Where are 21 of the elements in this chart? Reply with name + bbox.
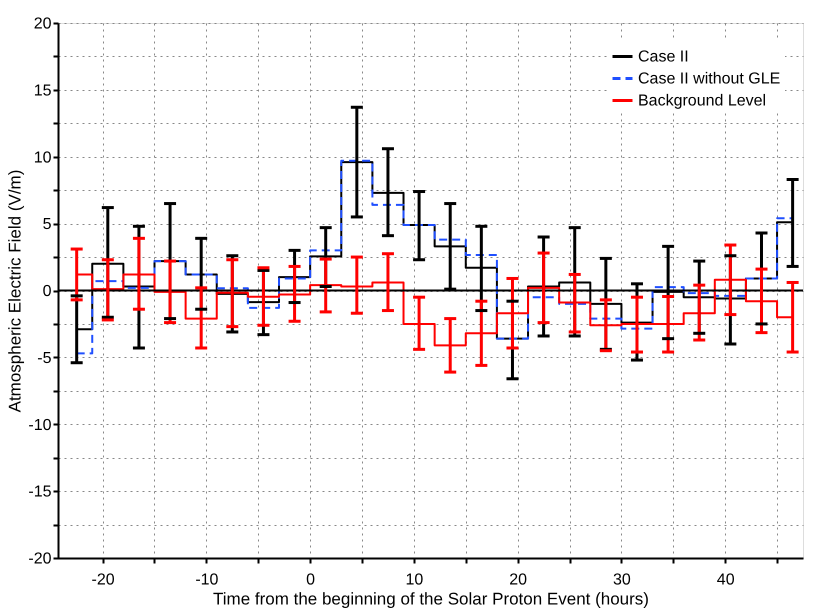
y-tick-label: -5	[37, 350, 52, 367]
legend-label: Background Level	[638, 92, 766, 110]
legend-label: Case II without GLE	[638, 70, 780, 88]
y-tick-label: 20	[34, 16, 52, 32]
x-tick-label: -20	[92, 572, 115, 588]
y-tick-label: 10	[34, 149, 52, 166]
y-tick-label: 5	[42, 216, 52, 234]
x-tick-label: 30	[613, 572, 631, 588]
y-tick-label: -20	[28, 550, 52, 568]
x-axis-title: Time from the beginning of the Solar Proton Event (hours)	[213, 590, 649, 608]
y-axis-title: Atmospheric Electric Field (V/m)	[5, 170, 24, 412]
legend-label: Case II	[638, 48, 689, 66]
x-tick-label: 10	[406, 572, 424, 588]
x-tick-label: 40	[716, 572, 735, 588]
y-tick-label: -10	[28, 416, 52, 434]
x-tick-label: -10	[195, 572, 219, 588]
y-tick-label: -15	[28, 484, 52, 501]
y-tick-label: 15	[34, 82, 52, 100]
x-tick-label: 20	[509, 572, 528, 588]
y-tick-label: 0	[42, 283, 52, 300]
x-tick-label: 0	[306, 572, 316, 588]
